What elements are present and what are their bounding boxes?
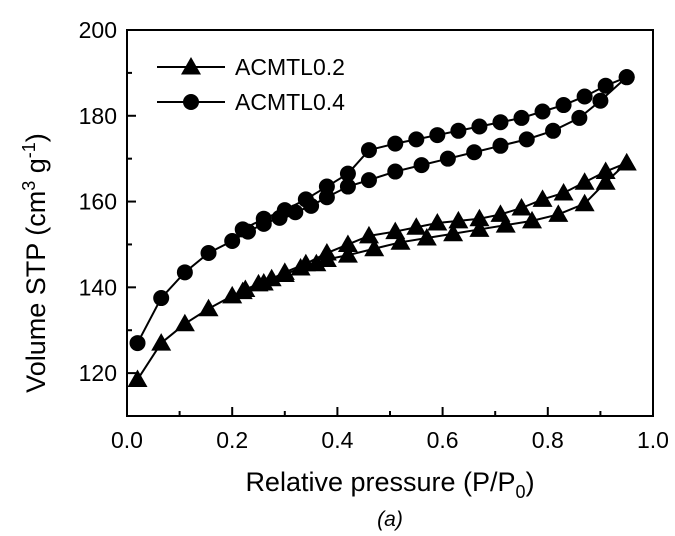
desorption-point <box>490 204 511 222</box>
desorption-point <box>339 165 356 182</box>
desorption-point <box>553 182 574 201</box>
legend-label: ACMTL0.2 <box>235 54 345 80</box>
adsorption-point <box>443 223 464 242</box>
desorption-point <box>618 69 635 86</box>
desorption-point <box>385 221 406 240</box>
desorption-point <box>358 225 379 244</box>
adsorption-point <box>595 172 616 190</box>
figure-caption: (a) <box>377 508 403 531</box>
adsorption-point <box>339 178 356 195</box>
x-tick-label: 0.2 <box>216 427 248 453</box>
adsorption-point <box>390 232 411 250</box>
desorption-point <box>427 213 448 231</box>
x-tick-label: 0.0 <box>111 427 143 453</box>
desorption-point <box>513 109 530 126</box>
y-tick-label: 200 <box>79 17 117 43</box>
adsorption-point <box>127 369 148 388</box>
desorption-point <box>255 210 272 227</box>
desorption-point <box>492 114 509 131</box>
desorption-point <box>429 127 446 144</box>
adsorption-point <box>466 144 483 161</box>
adsorption-point <box>153 290 170 307</box>
y-tick-label: 140 <box>79 274 117 300</box>
desorption-point <box>574 172 595 190</box>
adsorption-point <box>413 157 430 174</box>
adsorption-point <box>151 333 172 351</box>
adsorption-point <box>337 245 358 263</box>
desorption-point <box>408 131 425 148</box>
desorption-point <box>597 77 614 94</box>
desorption-point <box>534 103 551 120</box>
adsorption-point <box>439 150 456 167</box>
legend: ACMTL0.2 ACMTL0.4 <box>157 54 345 115</box>
adsorption-point <box>129 335 146 352</box>
y-tick-label: 120 <box>79 360 117 386</box>
desorption-point <box>274 262 295 280</box>
adsorption-point <box>198 298 219 317</box>
series-layer <box>127 69 637 388</box>
x-tick-label: 1.0 <box>637 427 669 453</box>
axis-ticks <box>126 29 654 417</box>
desorption-point <box>316 243 337 261</box>
desorption-point <box>318 178 335 195</box>
adsorption-point <box>574 193 595 212</box>
series-ACMTL0.4 <box>129 69 635 352</box>
adsorption-point <box>495 215 516 233</box>
adsorption-point <box>364 238 385 257</box>
desorption-point <box>450 122 467 139</box>
adsorption-point <box>174 313 195 332</box>
adsorption-point <box>469 219 490 237</box>
adsorption-point <box>176 264 193 281</box>
desorption-point <box>295 253 316 272</box>
desorption-point <box>406 217 427 235</box>
adsorption-point <box>387 163 404 180</box>
desorption-point <box>616 152 637 171</box>
adsorption-point <box>224 233 241 250</box>
adsorption-point <box>571 109 588 126</box>
tick-labels: 0.0 0.2 0.4 0.6 0.8 1.0 120 140 160 180 200 <box>79 17 669 453</box>
legend-marker <box>181 57 201 75</box>
x-tick-label: 0.4 <box>321 427 353 453</box>
adsorption-point <box>548 204 569 222</box>
x-axis-title: Relative pressure (P/P0) <box>245 467 534 502</box>
desorption-point <box>387 135 404 152</box>
desorption-point <box>360 142 377 159</box>
adsorption-point <box>518 131 535 148</box>
desorption-point <box>253 273 274 291</box>
desorption-point <box>234 221 251 238</box>
adsorption-point <box>416 228 437 246</box>
desorption-point <box>532 189 553 207</box>
x-tick-label: 0.6 <box>427 427 459 453</box>
adsorption-point <box>592 92 609 109</box>
desorption-point <box>511 197 532 216</box>
desorption-point <box>297 191 314 208</box>
desorption-point <box>469 208 490 227</box>
y-axis-title: Volume STP (cm3 g-1) <box>19 133 51 393</box>
adsorption-point <box>545 122 562 139</box>
adsorption-point <box>492 137 509 154</box>
legend-label: ACMTL0.4 <box>235 89 345 115</box>
desorption-point <box>448 210 469 229</box>
adsorption-point <box>360 172 377 189</box>
adsorption-point <box>522 210 543 229</box>
desorption-point <box>555 97 572 114</box>
desorption-point <box>595 161 616 180</box>
y-tick-label: 160 <box>79 189 117 215</box>
desorption-point <box>276 202 293 219</box>
adsorption-point <box>200 245 217 262</box>
desorption-point <box>337 234 358 252</box>
desorption-point <box>576 88 593 105</box>
desorption-point <box>471 118 488 135</box>
legend-marker <box>183 94 199 110</box>
series-ACMTL0.2 <box>127 152 637 388</box>
x-tick-label: 0.8 <box>532 427 564 453</box>
plot-frame <box>126 29 654 417</box>
y-tick-label: 180 <box>79 103 117 129</box>
desorption-point <box>232 281 253 300</box>
